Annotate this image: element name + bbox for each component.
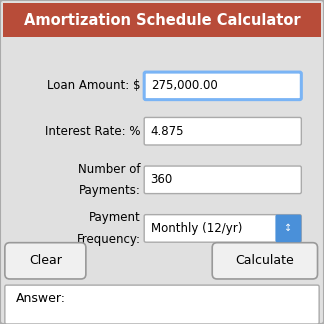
Text: 360: 360 xyxy=(151,173,173,186)
Text: 4.875: 4.875 xyxy=(151,125,184,138)
Text: Answer:: Answer: xyxy=(16,292,66,305)
Text: Clear: Clear xyxy=(29,254,62,267)
Bar xyxy=(3,3,321,37)
FancyBboxPatch shape xyxy=(144,118,301,145)
FancyBboxPatch shape xyxy=(275,214,301,242)
Text: 275,000.00: 275,000.00 xyxy=(151,79,217,92)
FancyBboxPatch shape xyxy=(144,166,301,194)
FancyBboxPatch shape xyxy=(144,214,301,242)
Text: Loan Amount: $: Loan Amount: $ xyxy=(47,79,141,92)
FancyBboxPatch shape xyxy=(144,72,301,100)
FancyBboxPatch shape xyxy=(5,285,319,324)
Text: Payment: Payment xyxy=(89,211,141,224)
Text: Frequency:: Frequency: xyxy=(77,233,141,246)
Text: Monthly (12/yr): Monthly (12/yr) xyxy=(151,222,242,235)
Text: Number of: Number of xyxy=(78,163,141,176)
Text: Interest Rate: %: Interest Rate: % xyxy=(45,125,141,138)
Text: Amortization Schedule Calculator: Amortization Schedule Calculator xyxy=(24,13,300,28)
Text: Payments:: Payments: xyxy=(79,184,141,197)
FancyBboxPatch shape xyxy=(5,243,86,279)
Text: ↕: ↕ xyxy=(284,224,293,233)
FancyBboxPatch shape xyxy=(212,243,318,279)
Text: Calculate: Calculate xyxy=(236,254,294,267)
